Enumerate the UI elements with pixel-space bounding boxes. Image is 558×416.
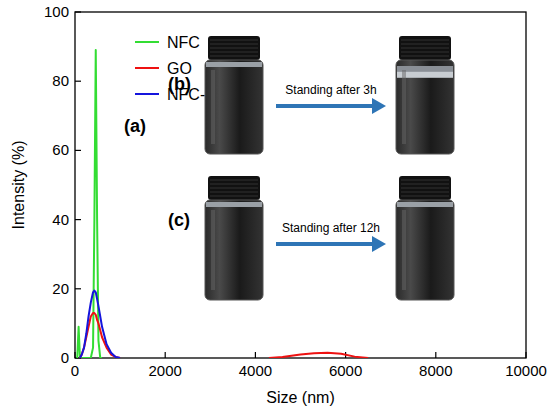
y-axis-title: Intensity (%): [10, 141, 27, 230]
cap-ridge: [210, 56, 258, 57]
cap-ridge: [210, 44, 258, 45]
y-tick-label: 100: [44, 3, 69, 20]
chart: 0 2000 4000 6000 8000 10000 0 20 40 60 80 100 Size (…: [0, 0, 558, 416]
panel-label: (b): [168, 74, 191, 94]
series-line: [80, 291, 120, 358]
cap-ridge: [401, 184, 449, 185]
x-tick-label: 4000: [239, 362, 272, 379]
cap-ridge: [401, 56, 449, 57]
plot-frame: [75, 12, 526, 358]
x-tick: [165, 352, 166, 358]
arrow-head: [372, 236, 386, 252]
vial-highlight: [402, 70, 406, 144]
vial-body: [205, 60, 263, 154]
x-axis-title: Size (nm): [266, 389, 334, 406]
cap-ridge: [210, 40, 258, 41]
cap-ridge: [401, 196, 449, 197]
vial-cap: [208, 36, 260, 60]
y-tick-label: 40: [52, 211, 69, 228]
cap-ridge: [401, 44, 449, 45]
x-tick-label: 6000: [329, 362, 362, 379]
vial-highlight: [211, 210, 215, 290]
series-line: [80, 313, 368, 358]
vial-cap: [399, 36, 451, 60]
cap-ridge: [401, 188, 449, 189]
cap-ridge: [401, 192, 449, 193]
y-tick: [75, 150, 81, 151]
vial-highlight: [211, 70, 215, 144]
annotation: Standing after 12h: [282, 221, 380, 235]
cap-ridge: [210, 196, 258, 197]
y-tick-label: 20: [52, 280, 69, 297]
x-tick-label: 8000: [419, 362, 452, 379]
arrow-shaft: [276, 104, 374, 108]
vial-meniscus: [206, 62, 262, 67]
vial: [205, 36, 263, 154]
arrow-head: [372, 98, 386, 114]
arrow: [276, 236, 386, 252]
cap-ridge: [210, 184, 258, 185]
cap-ridge: [401, 180, 449, 181]
cap-ridge: [401, 40, 449, 41]
legend-swatch: [135, 93, 159, 95]
legend-swatch: [135, 41, 159, 43]
x-tick-label: 2000: [149, 362, 182, 379]
y-tick-label: 60: [52, 141, 69, 158]
vial-cap: [399, 176, 451, 200]
legend-label: NFC: [167, 34, 200, 51]
x-tick: [255, 352, 256, 358]
legend-swatch: [135, 67, 159, 69]
x-tick-label: 10000: [505, 362, 547, 379]
cap-ridge: [210, 48, 258, 49]
vial-cap: [208, 176, 260, 200]
panel-label: (a): [124, 116, 146, 136]
cap-ridge: [401, 48, 449, 49]
cap-ridge: [210, 192, 258, 193]
cap-ridge: [210, 52, 258, 53]
panel-label: (c): [168, 210, 190, 230]
vial: [396, 176, 454, 300]
y-tick-label: 0: [61, 349, 69, 366]
arrow-shaft: [276, 242, 374, 246]
vial: [396, 36, 454, 154]
x-tick: [435, 352, 436, 358]
y-tick: [75, 81, 81, 82]
vial-body: [396, 60, 454, 154]
vial-highlight: [402, 210, 406, 290]
vial-body: [205, 200, 263, 300]
y-tick: [75, 219, 81, 220]
arrow: [276, 98, 386, 114]
x-tick-label: 0: [71, 362, 79, 379]
vial-meniscus: [397, 202, 453, 207]
cap-ridge: [210, 188, 258, 189]
cap-ridge: [401, 52, 449, 53]
annotation: Standing after 3h: [285, 83, 376, 97]
y-tick-label: 80: [52, 72, 69, 89]
vial: [205, 176, 263, 300]
y-tick: [75, 288, 81, 289]
vial-body: [396, 200, 454, 300]
cap-ridge: [210, 180, 258, 181]
vial-meniscus: [206, 202, 262, 207]
